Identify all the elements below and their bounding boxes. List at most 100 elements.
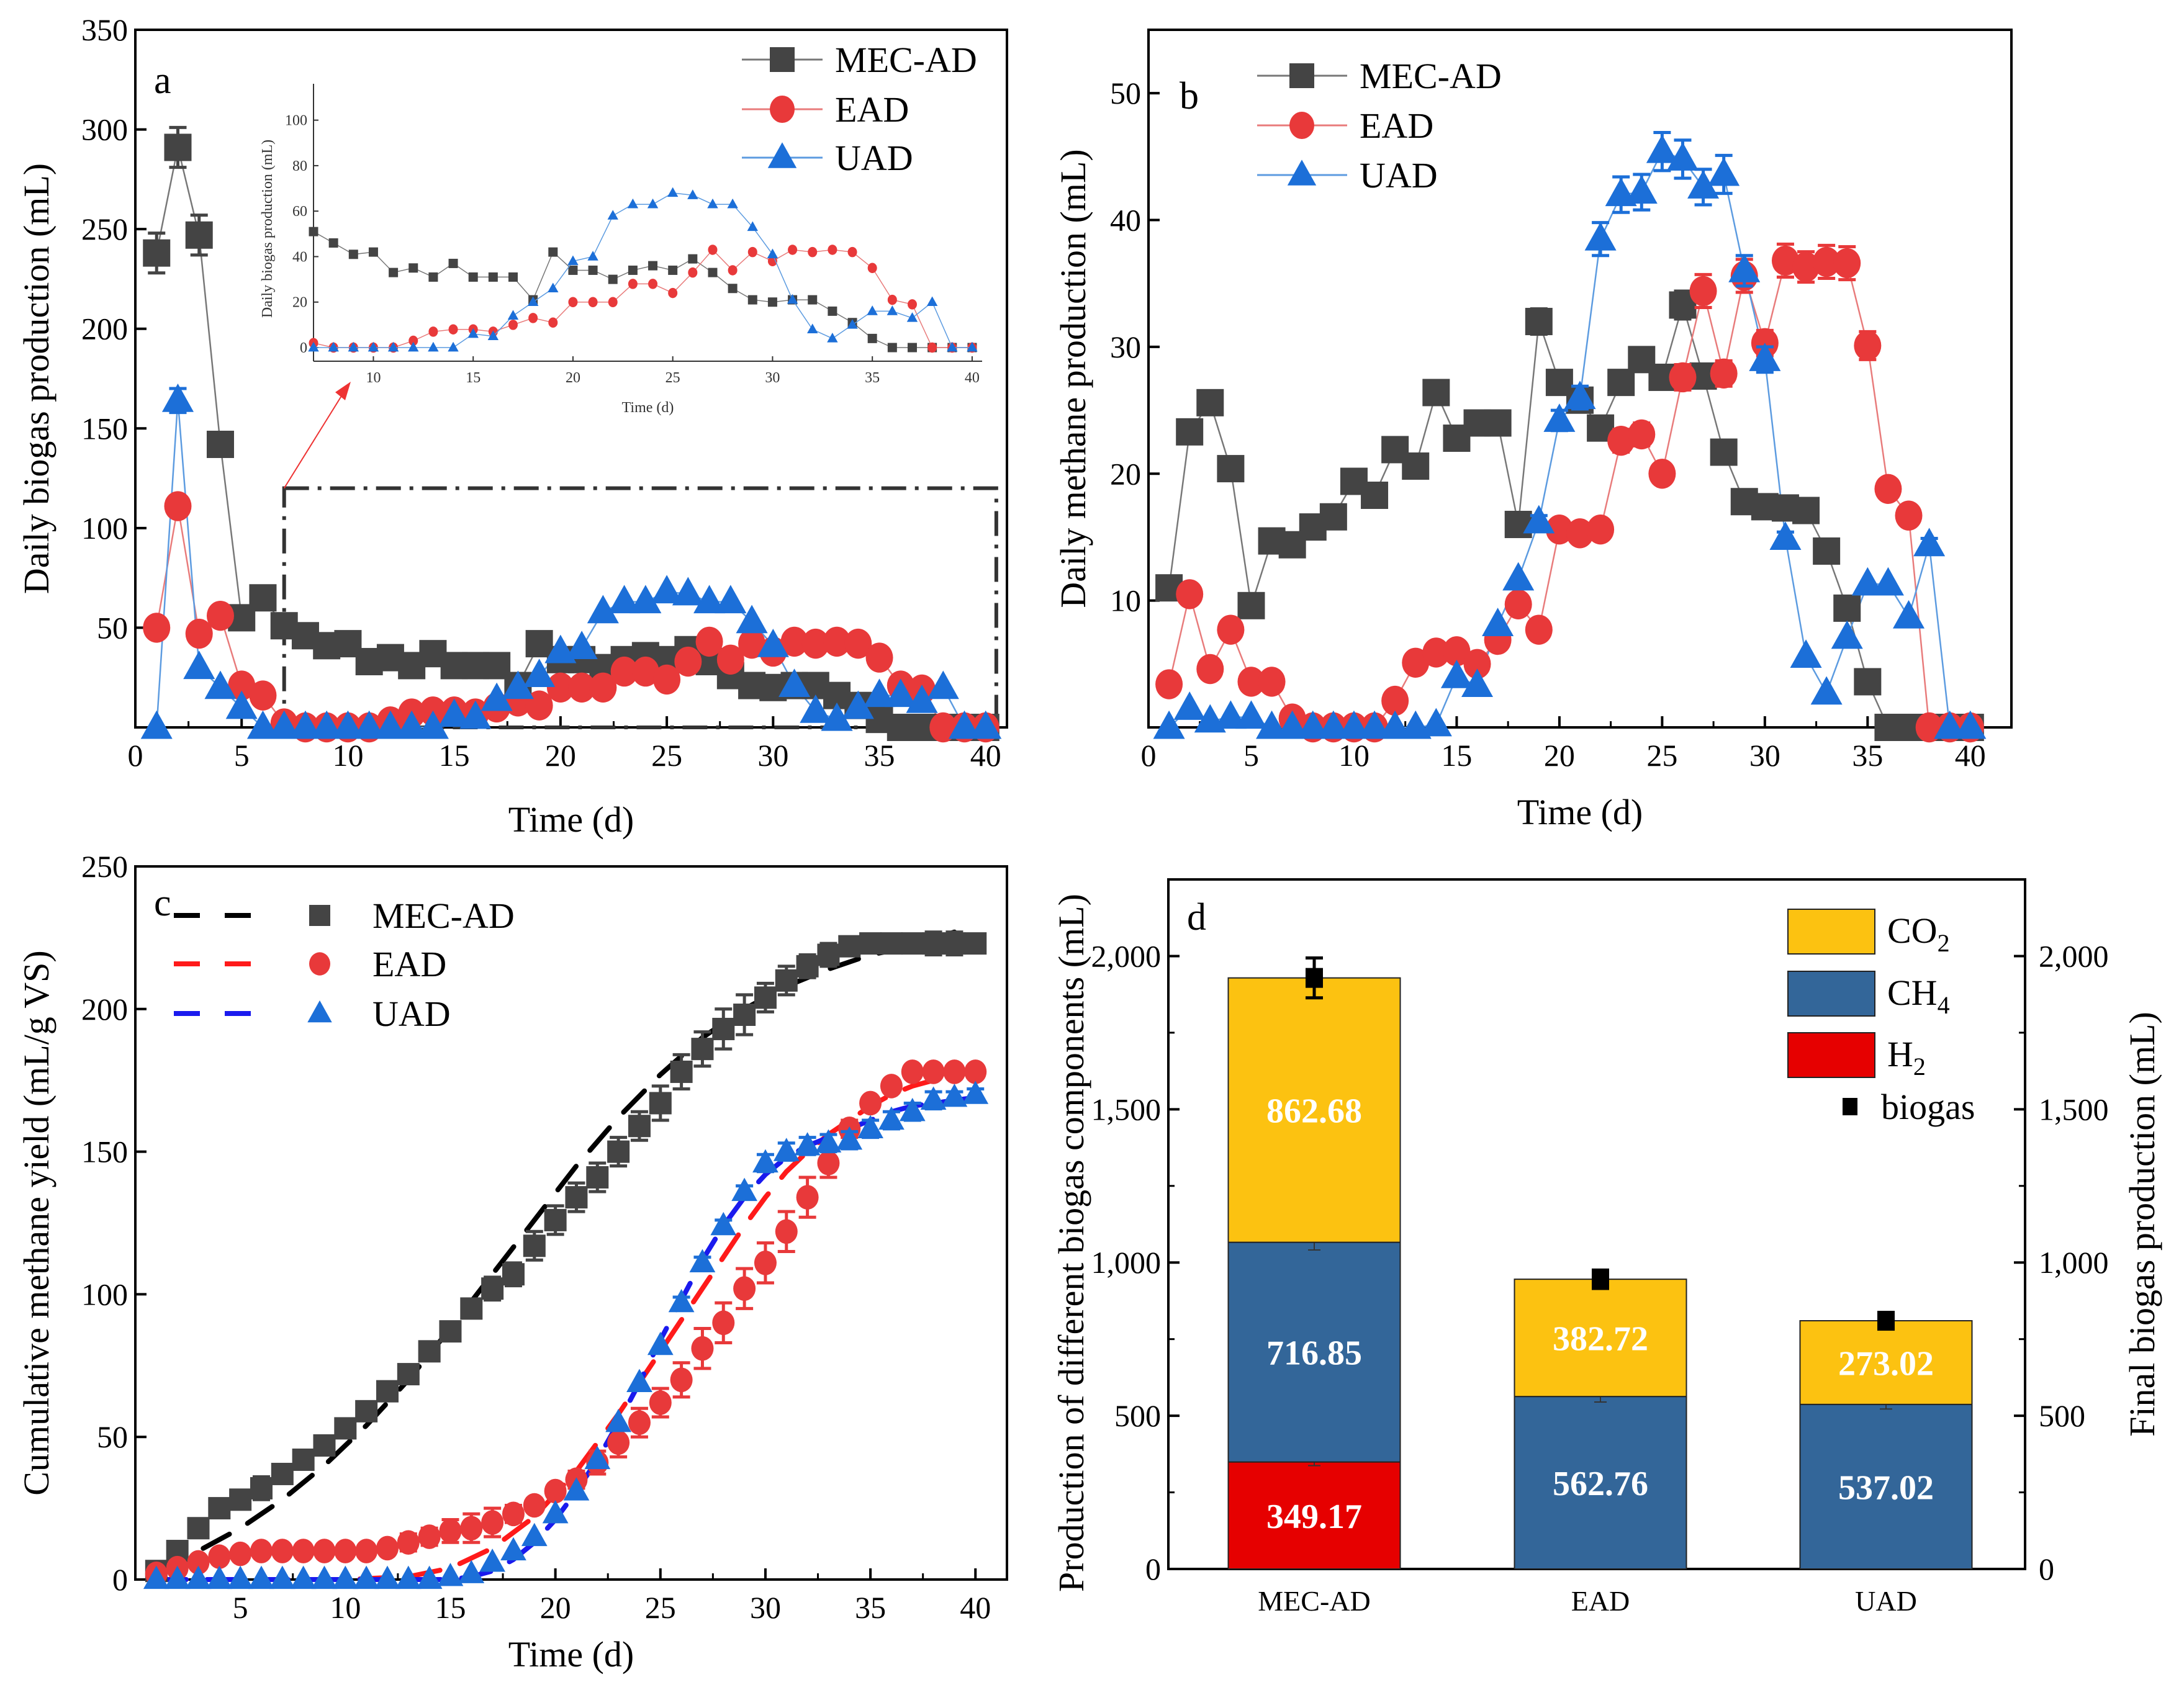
y-tick-label: 20 xyxy=(1110,456,1141,491)
data-point-MEC-AD xyxy=(1361,482,1389,510)
bar-value-label-CO2: 862.68 xyxy=(1266,1092,1362,1131)
data-point-UAD xyxy=(374,1565,400,1589)
data-point-MEC-AD xyxy=(670,1060,693,1083)
inset-data-point-MEC-AD xyxy=(808,295,818,305)
data-point-EAD xyxy=(1771,245,1799,276)
x-tick-label: 0 xyxy=(128,738,143,773)
y-right-tick-label: 1,500 xyxy=(2039,1092,2109,1126)
data-point-EAD xyxy=(796,1185,819,1210)
x-tick-label: 40 xyxy=(1955,738,1986,773)
inset-data-point-EAD xyxy=(867,263,877,274)
data-point-UAD xyxy=(1708,157,1740,186)
bar-segment-CO2 xyxy=(1799,1320,1973,1405)
data-point-UAD xyxy=(185,1565,212,1589)
data-point-EAD xyxy=(1874,474,1902,504)
data-point-EAD xyxy=(1504,589,1532,619)
data-point-MEC-AD xyxy=(481,1277,504,1300)
y-tick-label: 10 xyxy=(1110,583,1141,618)
data-point-EAD xyxy=(880,1074,903,1099)
y-tick-label: 50 xyxy=(97,610,128,645)
legend-marker-EAD xyxy=(770,96,795,123)
data-point-UAD xyxy=(204,670,237,699)
data-point-UAD xyxy=(1173,691,1206,720)
legend-swatch-CH4 xyxy=(1787,971,1875,1017)
bar-segment-CO2 xyxy=(1514,1279,1687,1398)
data-point-UAD xyxy=(962,1081,989,1104)
bar-segment-CH4 xyxy=(1227,1241,1401,1463)
data-point-UAD xyxy=(395,710,428,739)
data-point-MEC-AD xyxy=(397,1363,420,1386)
plot-frame xyxy=(1147,29,2013,729)
data-point-EAD xyxy=(1566,518,1594,549)
x-tick-label: 15 xyxy=(439,738,470,773)
data-point-MEC-AD xyxy=(206,430,234,458)
inset-data-point-EAD xyxy=(528,313,538,323)
inset-x-tick-label: 40 xyxy=(965,370,980,386)
inset-data-point-MEC-AD xyxy=(328,238,338,248)
inset-data-point-EAD xyxy=(788,245,798,255)
inset-data-point-UAD xyxy=(308,341,319,352)
x-tick-label: 25 xyxy=(651,738,682,773)
data-point-EAD xyxy=(397,1530,420,1555)
x-tick-label: 10 xyxy=(1338,738,1370,773)
data-point-UAD xyxy=(1256,710,1288,739)
inset-data-point-UAD xyxy=(548,282,559,293)
inset-data-point-EAD xyxy=(887,294,897,305)
inset-data-point-MEC-AD xyxy=(348,249,358,259)
x-tick-label: 5 xyxy=(234,738,250,773)
inset-data-point-MEC-AD xyxy=(907,343,917,353)
data-point-MEC-AD xyxy=(185,221,213,249)
x-tick-label: 15 xyxy=(435,1590,466,1625)
data-point-UAD xyxy=(1564,380,1596,410)
inset-data-point-MEC-AD xyxy=(887,343,897,353)
bar-value-label-CH4: 716.85 xyxy=(1266,1334,1362,1373)
data-point-UAD xyxy=(608,585,641,614)
data-point-MEC-AD xyxy=(901,932,924,955)
legend-label-biogas: biogas xyxy=(1881,1087,1975,1127)
panel-letter: a xyxy=(154,60,171,102)
y-tick-label: 0 xyxy=(112,1562,128,1597)
inset-data-point-MEC-AD xyxy=(389,267,399,277)
data-point-EAD xyxy=(523,1493,546,1518)
data-point-EAD xyxy=(1525,614,1553,645)
data-point-UAD xyxy=(374,710,407,739)
panel-c-cumulative-methane: 5 10 15 20 25 30 35 40 0 50 100 150 200 250 Time (d) Cu… xyxy=(16,849,1008,1674)
data-point-UAD xyxy=(1235,700,1267,729)
inset-data-point-MEC-AD xyxy=(728,284,738,294)
data-point-UAD xyxy=(206,1565,233,1589)
inset-data-point-UAD xyxy=(368,341,379,352)
data-point-EAD xyxy=(733,1276,756,1301)
legend-label-main: CH xyxy=(1887,973,1938,1013)
inset-y-tick-label: 20 xyxy=(292,295,307,311)
series-line-EAD xyxy=(1168,259,1970,729)
data-point-MEC-AD xyxy=(565,1186,588,1209)
data-point-EAD xyxy=(1710,358,1738,389)
zoom-box xyxy=(282,486,998,730)
data-point-UAD xyxy=(693,585,726,614)
legend-label-EAD: EAD xyxy=(1360,106,1433,146)
fit-curve-MEC-AD xyxy=(153,929,957,1571)
legend-marker-EAD xyxy=(309,952,330,976)
legend-marker-UAD xyxy=(767,142,797,168)
data-point-UAD xyxy=(1461,668,1494,698)
data-point-MEC-AD xyxy=(1402,452,1430,480)
inset-data-point-UAD xyxy=(507,310,519,320)
x-tick-label: 0 xyxy=(1141,738,1157,773)
data-point-UAD xyxy=(1687,170,1720,199)
data-point-UAD xyxy=(842,690,874,719)
y-tick-label: 100 xyxy=(81,511,128,546)
inset-data-point-UAD xyxy=(707,198,718,209)
data-point-EAD xyxy=(1895,500,1923,531)
data-point-UAD xyxy=(1420,708,1452,737)
inset-data-point-UAD xyxy=(527,296,539,307)
legend-label-EAD: EAD xyxy=(372,944,446,984)
data-point-UAD xyxy=(458,1560,485,1583)
data-point-MEC-AD xyxy=(1833,594,1861,622)
x-axis-title: Time (d) xyxy=(508,1634,634,1674)
inset-x-tick-label: 10 xyxy=(366,370,381,386)
inset-data-point-MEC-AD xyxy=(668,265,678,275)
bar-segment-CH4 xyxy=(1799,1403,1973,1570)
fit-curve-UAD xyxy=(153,1095,978,1582)
inset-data-point-UAD xyxy=(867,305,878,315)
y-tick-label: 200 xyxy=(81,992,128,1027)
